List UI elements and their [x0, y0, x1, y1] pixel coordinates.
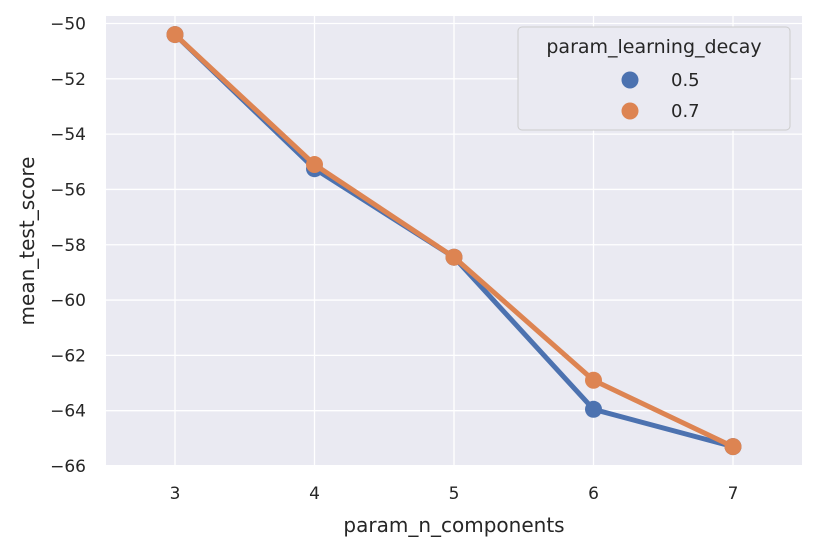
y-tick-label: −62 [50, 346, 86, 366]
data-point [724, 438, 742, 456]
data-point [585, 371, 602, 389]
legend-marker [621, 71, 639, 89]
y-tick-label: −56 [50, 180, 86, 200]
y-tick-labels: −50 −52 −54 −56 −58 −60 −62 −64 −66 [50, 15, 86, 478]
y-tick-label: −66 [50, 457, 86, 477]
x-tick-label: 3 [170, 484, 181, 504]
grid-lines [106, 16, 802, 465]
x-tick-labels: 3 4 5 6 7 [170, 484, 739, 504]
legend-title: param_learning_decay [546, 36, 761, 58]
legend: param_learning_decay 0.50.7 [517, 26, 791, 131]
x-tick-label: 4 [309, 484, 320, 504]
x-tick-label: 5 [449, 484, 460, 504]
data-point [306, 156, 323, 174]
series-group [166, 26, 742, 456]
legend-label: 0.7 [671, 101, 700, 122]
y-tick-label: −54 [50, 125, 86, 145]
legend-box [517, 26, 791, 131]
legend-marker [621, 102, 639, 120]
data-point [166, 26, 184, 44]
y-tick-label: −60 [50, 291, 86, 311]
y-tick-label: −52 [50, 70, 86, 90]
y-tick-label: −50 [50, 15, 86, 35]
y-axis-label: mean_test_score [15, 157, 39, 326]
series-0.7 [166, 26, 742, 456]
y-tick-label: −58 [50, 236, 86, 256]
data-point [445, 248, 463, 266]
y-tick-label: −64 [50, 402, 86, 422]
legend-items: 0.50.7 [621, 70, 700, 122]
x-axis-label: param_n_components [343, 513, 564, 537]
data-point [585, 400, 602, 418]
x-tick-label: 7 [728, 484, 739, 504]
x-tick-label: 6 [588, 484, 599, 504]
legend-label: 0.5 [671, 70, 700, 91]
